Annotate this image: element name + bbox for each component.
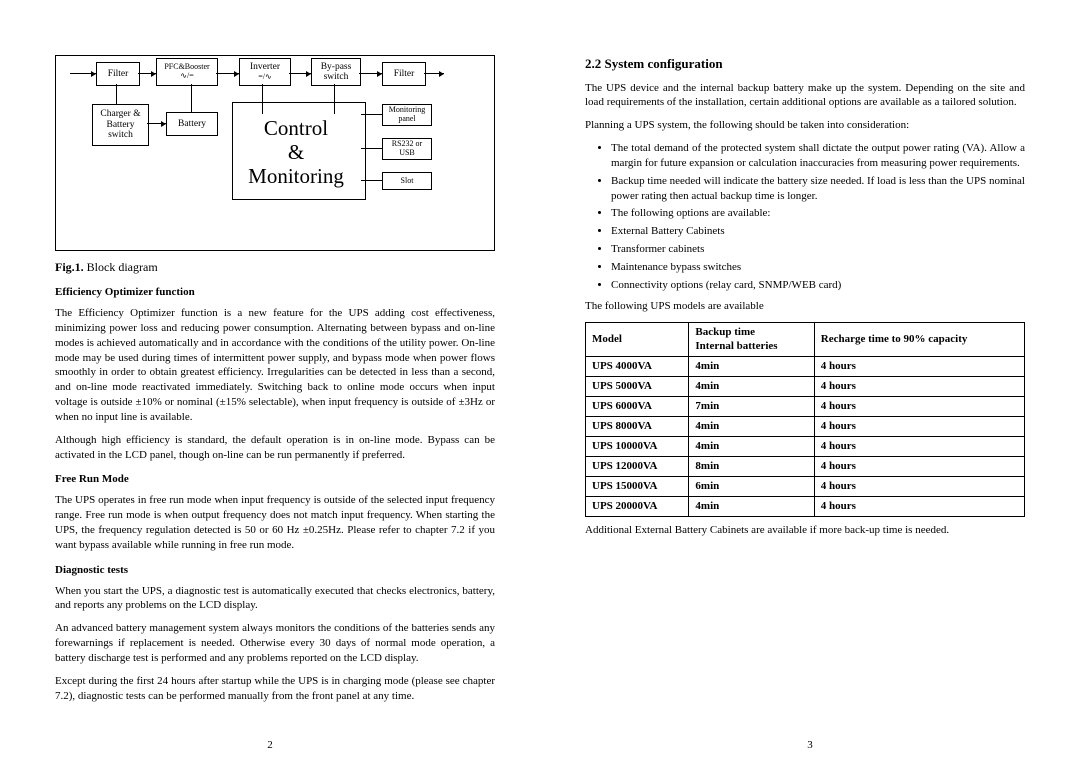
bullet-item: The total demand of the protected system… bbox=[611, 141, 1025, 171]
th-model: Model bbox=[586, 322, 689, 357]
th-backup-l2: Internal batteries bbox=[695, 340, 777, 352]
diagnostic-header: Diagnostic tests bbox=[55, 563, 495, 578]
table-row: UPS 6000VA7min4 hours bbox=[586, 397, 1025, 417]
node-pfc: PFC&Booster ∿/= bbox=[156, 58, 218, 86]
page-number-right: 3 bbox=[807, 738, 813, 753]
bullet-item: The following options are available: bbox=[611, 206, 1025, 221]
efficiency-p1: The Efficiency Optimizer function is a n… bbox=[55, 306, 495, 425]
fig-caption-bold: Fig.1. bbox=[55, 260, 84, 274]
node-inverter-sym: =/∿ bbox=[258, 73, 271, 82]
table-row: UPS 8000VA4min4 hours bbox=[586, 417, 1025, 437]
sysconfig-p4: Additional External Battery Cabinets are… bbox=[585, 523, 1025, 538]
models-table: Model Backup time Internal batteries Rec… bbox=[585, 322, 1025, 518]
table-row: UPS 15000VA6min4 hours bbox=[586, 477, 1025, 497]
efficiency-header: Efficiency Optimizer function bbox=[55, 285, 495, 300]
efficiency-p2: Although high efficiency is standard, th… bbox=[55, 433, 495, 463]
node-inverter: Inverter =/∿ bbox=[239, 58, 291, 86]
sysconfig-p2: Planning a UPS system, the following sho… bbox=[585, 118, 1025, 133]
sysconfig-p1: The UPS device and the internal backup b… bbox=[585, 81, 1025, 111]
sysconfig-p3: The following UPS models are available bbox=[585, 299, 1025, 314]
node-battery: Battery bbox=[166, 112, 218, 136]
node-slot: Slot bbox=[382, 172, 432, 190]
bullet-list: The total demand of the protected system… bbox=[585, 141, 1025, 293]
bullet-item: Transformer cabinets bbox=[611, 242, 1025, 257]
node-bypass: By-pass switch bbox=[311, 58, 361, 86]
freerun-header: Free Run Mode bbox=[55, 472, 495, 487]
diagnostic-p1: When you start the UPS, a diagnostic tes… bbox=[55, 584, 495, 614]
table-row: UPS 5000VA4min4 hours bbox=[586, 377, 1025, 397]
node-filter1: Filter bbox=[96, 62, 140, 86]
node-filter2: Filter bbox=[382, 62, 426, 86]
page-number-left: 2 bbox=[267, 738, 273, 753]
fig-caption-text: Block diagram bbox=[84, 260, 158, 274]
th-recharge: Recharge time to 90% capacity bbox=[814, 322, 1024, 357]
th-backup-l1: Backup time bbox=[695, 326, 755, 338]
table-row: UPS 4000VA4min4 hours bbox=[586, 357, 1025, 377]
diagnostic-p2: An advanced battery management system al… bbox=[55, 621, 495, 666]
figure-caption: Fig.1. Block diagram bbox=[55, 259, 495, 275]
table-row: UPS 12000VA8min4 hours bbox=[586, 457, 1025, 477]
diagnostic-p3: Except during the first 24 hours after s… bbox=[55, 674, 495, 704]
node-monitor-panel: Monitoring panel bbox=[382, 104, 432, 126]
table-row: UPS 10000VA4min4 hours bbox=[586, 437, 1025, 457]
table-header-row: Model Backup time Internal batteries Rec… bbox=[586, 322, 1025, 357]
bullet-item: Maintenance bypass switches bbox=[611, 260, 1025, 275]
node-pfc-sym: ∿/= bbox=[180, 72, 193, 81]
node-charger: Charger & Battery switch bbox=[92, 104, 149, 146]
th-backup: Backup time Internal batteries bbox=[689, 322, 814, 357]
bullet-item: External Battery Cabinets bbox=[611, 224, 1025, 239]
node-rs232: RS232 or USB bbox=[382, 138, 432, 160]
bullet-item: Backup time needed will indicate the bat… bbox=[611, 174, 1025, 204]
table-row: UPS 20000VA4min4 hours bbox=[586, 497, 1025, 517]
freerun-p1: The UPS operates in free run mode when i… bbox=[55, 493, 495, 552]
right-page: 2.2 System configuration The UPS device … bbox=[540, 0, 1080, 763]
sysconfig-header: 2.2 System configuration bbox=[585, 55, 1025, 73]
left-page: Filter PFC&Booster ∿/= Inverter =/∿ By-p… bbox=[0, 0, 540, 763]
block-diagram: Filter PFC&Booster ∿/= Inverter =/∿ By-p… bbox=[55, 55, 495, 251]
bullet-item: Connectivity options (relay card, SNMP/W… bbox=[611, 278, 1025, 293]
